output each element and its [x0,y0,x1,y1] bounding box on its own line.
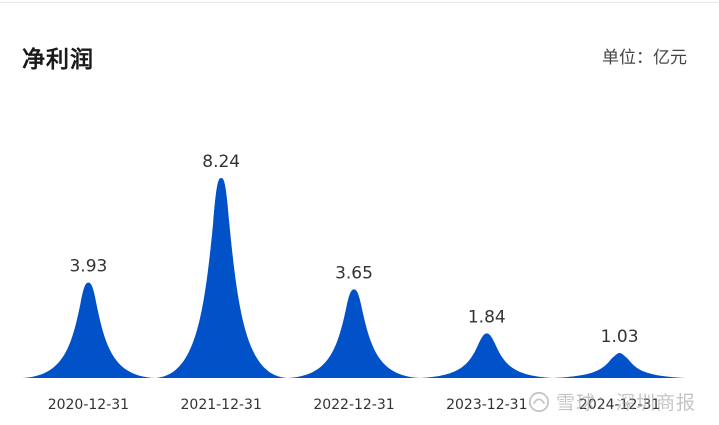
chart-title: 净利润 [22,47,94,73]
data-label: 8.24 [202,152,240,172]
data-label: 3.65 [335,263,373,283]
x-tick-label: 2020-12-31 [48,397,129,413]
snowball-logo-icon [528,391,550,412]
data-label: 3.93 [69,257,107,277]
x-tick-label: 2023-12-31 [446,397,527,413]
x-tick-label: 2024-12-31 [579,397,660,413]
top-divider [0,2,719,3]
unit-label: 单位：亿元 [602,48,687,68]
area-peak-2022-12-31 [287,289,421,378]
x-tick-label: 2021-12-31 [181,397,262,413]
watermark-text: 雪球：深圳商报 [556,392,697,414]
x-tick-label: 2022-12-31 [313,397,394,413]
watermark: 雪球：深圳商报 [528,388,696,415]
area-peak-2024-12-31 [553,353,686,378]
area-peak-2020-12-31 [22,282,155,378]
area-peak-2021-12-31 [154,178,288,378]
data-label: 1.03 [601,327,639,347]
area-peak-2023-12-31 [420,333,554,378]
data-label: 1.84 [468,307,506,327]
